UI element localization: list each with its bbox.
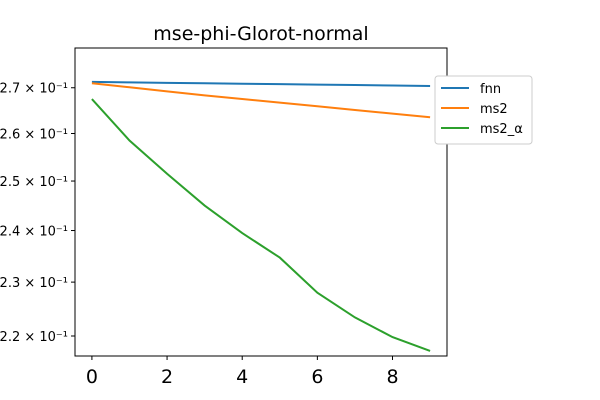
y-tick-label: 2.6 × 10⁻¹ [0,127,68,142]
x-tick-label: 2 [161,366,173,388]
x-tick-label: 6 [311,366,323,388]
series-line-2 [91,98,431,352]
plot-area [74,47,448,357]
y-axis: 2.2 × 10⁻¹ 2.3 × 10⁻¹ 2.4 × 10⁻¹ 2.5 × 10⁻¹… [0,82,75,345]
y-tick-label: 2.3 × 10⁻¹ [0,276,68,291]
legend-label-0: fnn [480,82,501,97]
y-tick-label: 2.2 × 10⁻¹ [0,330,68,345]
series-line-1 [91,82,431,119]
legend: fnn ms2 ms2_α [434,75,533,145]
y-tick-label: 2.7 × 10⁻¹ [0,82,68,97]
legend-label-1: ms2 [480,102,508,117]
plot-frame [74,47,448,357]
x-tick-label: 4 [236,366,248,388]
x-tick-label: 0 [86,366,98,388]
y-tick-label: 2.4 × 10⁻¹ [0,225,68,240]
y-tick-label: 2.5 × 10⁻¹ [0,175,68,190]
series-lines [91,80,431,352]
x-axis: 0 2 4 6 8 [86,356,399,388]
x-tick-label: 8 [386,366,398,388]
legend-label-2: ms2_α [480,122,523,137]
chart-title: mse-phi-Glorot-normal [153,23,368,45]
series-line-0 [91,80,431,87]
